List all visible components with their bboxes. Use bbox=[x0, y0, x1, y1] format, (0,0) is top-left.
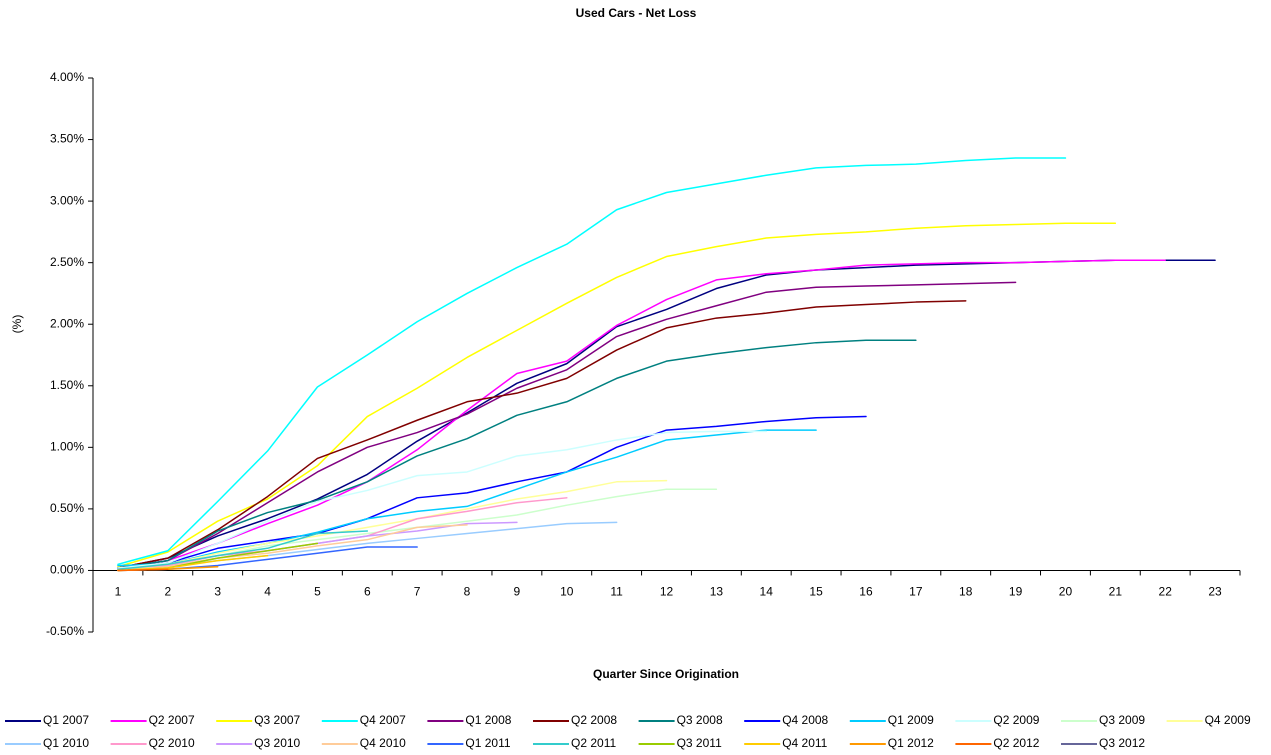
y-tick-label: 4.00% bbox=[50, 70, 84, 84]
legend-label: Q4 2007 bbox=[360, 713, 406, 727]
x-tick-label: 21 bbox=[1109, 585, 1123, 599]
y-tick-label: 1.50% bbox=[50, 378, 84, 392]
legend-label: Q4 2008 bbox=[782, 713, 828, 727]
x-axis-title: Quarter Since Origination bbox=[593, 667, 739, 681]
x-tick-label: 3 bbox=[214, 585, 221, 599]
legend-label: Q2 2007 bbox=[149, 713, 195, 727]
x-tick-label: 16 bbox=[859, 585, 873, 599]
x-tick-label: 11 bbox=[610, 585, 623, 599]
series-line bbox=[117, 222, 1117, 568]
x-tick-label: 13 bbox=[710, 585, 724, 599]
legend-label: Q3 2011 bbox=[677, 736, 722, 750]
series-line bbox=[117, 259, 1216, 569]
y-tick-label: 3.00% bbox=[50, 193, 84, 207]
legend-label: Q2 2009 bbox=[993, 713, 1039, 727]
legend-label: Q1 2011 bbox=[465, 736, 510, 750]
legend-label: Q1 2008 bbox=[465, 713, 511, 727]
series-line bbox=[117, 259, 1166, 569]
series-line bbox=[117, 281, 1017, 569]
x-tick-label: 10 bbox=[560, 585, 574, 599]
x-tick-label: 18 bbox=[959, 585, 973, 599]
x-tick-label: 1 bbox=[115, 585, 122, 599]
x-tick-label: 14 bbox=[760, 585, 774, 599]
legend-label: Q4 2009 bbox=[1205, 713, 1251, 727]
x-tick-label: 15 bbox=[809, 585, 823, 599]
series-line bbox=[117, 568, 169, 572]
x-tick-label: 12 bbox=[660, 585, 674, 599]
legend-label: Q1 2012 bbox=[888, 736, 934, 750]
legend-label: Q2 2012 bbox=[993, 736, 1039, 750]
x-tick-label: 17 bbox=[909, 585, 923, 599]
x-tick-label: 5 bbox=[314, 585, 321, 599]
y-tick-label: 0.50% bbox=[50, 501, 84, 515]
series-line bbox=[117, 479, 668, 570]
x-tick-label: 23 bbox=[1208, 585, 1222, 599]
x-tick-label: 9 bbox=[514, 585, 521, 599]
series-line bbox=[117, 339, 917, 569]
legend-label: Q2 2011 bbox=[571, 736, 616, 750]
series-line bbox=[117, 429, 817, 567]
legend-label: Q1 2010 bbox=[43, 736, 89, 750]
series-line bbox=[117, 524, 468, 570]
x-tick-label: 7 bbox=[414, 585, 421, 599]
x-tick-label: 22 bbox=[1159, 585, 1173, 599]
series-line bbox=[117, 415, 867, 569]
legend-label: Q3 2010 bbox=[254, 736, 300, 750]
chart-title: Used Cars - Net Loss bbox=[576, 6, 697, 20]
legend-label: Q4 2011 bbox=[782, 736, 827, 750]
y-tick-label: 0.00% bbox=[50, 563, 84, 577]
x-tick-label: 4 bbox=[264, 585, 271, 599]
series-line bbox=[117, 300, 967, 569]
legend-label: Q1 2007 bbox=[43, 713, 89, 727]
x-tick-label: 6 bbox=[364, 585, 371, 599]
y-tick-label: 1.00% bbox=[50, 440, 84, 454]
x-tick-label: 2 bbox=[164, 585, 171, 599]
series-line bbox=[117, 530, 369, 570]
y-tick-label: -0.50% bbox=[46, 624, 84, 638]
x-tick-label: 19 bbox=[1009, 585, 1023, 599]
legend-label: Q2 2008 bbox=[571, 713, 617, 727]
legend-label: Q3 2008 bbox=[677, 713, 723, 727]
y-tick-label: 3.50% bbox=[50, 132, 84, 146]
legend-label: Q4 2010 bbox=[360, 736, 406, 750]
y-tick-label: 2.00% bbox=[50, 316, 84, 330]
legend-label: Q3 2012 bbox=[1099, 736, 1145, 750]
series-line bbox=[117, 430, 767, 569]
x-tick-label: 20 bbox=[1059, 585, 1073, 599]
legend-label: Q2 2010 bbox=[149, 736, 195, 750]
legend-label: Q3 2007 bbox=[254, 713, 300, 727]
legend-label: Q1 2009 bbox=[888, 713, 934, 727]
y-axis-title: (%) bbox=[10, 315, 24, 334]
x-tick-label: 8 bbox=[464, 585, 471, 599]
y-tick-label: 2.50% bbox=[50, 255, 84, 269]
legend-label: Q3 2009 bbox=[1099, 713, 1145, 727]
series-line bbox=[117, 157, 1067, 566]
